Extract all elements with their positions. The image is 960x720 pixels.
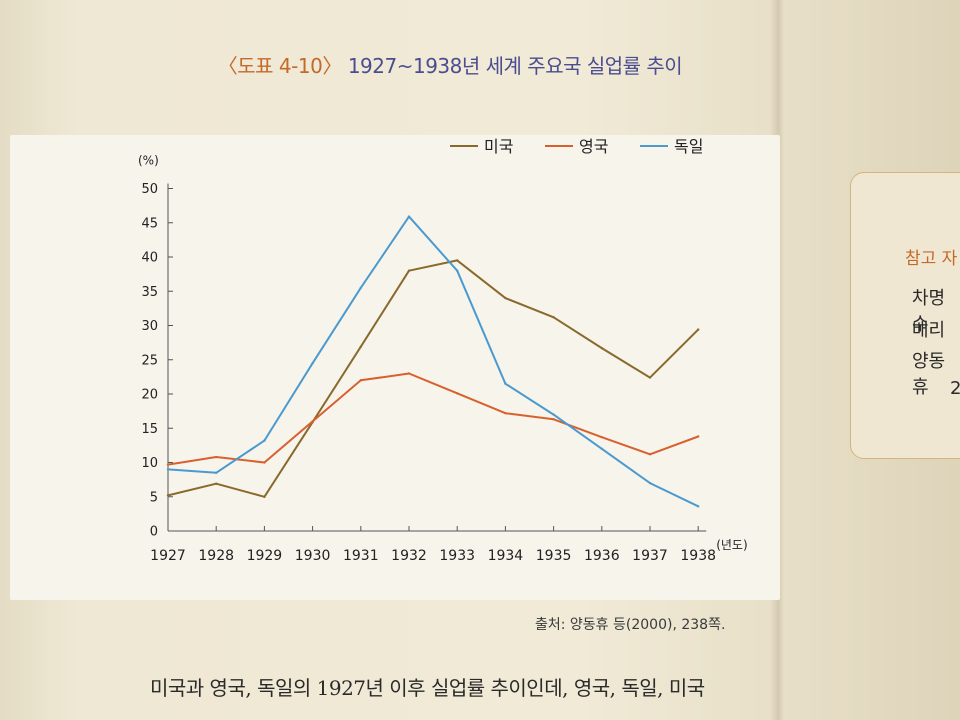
data-point <box>697 328 700 331</box>
data-point <box>166 468 170 471</box>
y-tick-label: 35 <box>141 285 158 300</box>
data-point <box>600 447 603 450</box>
y-tick-label: 5 <box>150 490 158 505</box>
y-tick-label: 20 <box>141 388 158 403</box>
x-tick-label: 1933 <box>439 548 475 564</box>
data-point <box>263 439 266 442</box>
data-point <box>456 259 459 262</box>
data-point <box>215 482 218 485</box>
y-tick-label: 15 <box>141 422 158 437</box>
x-tick-label: 1929 <box>247 548 283 564</box>
data-point <box>600 435 603 439</box>
data-point <box>552 413 555 416</box>
legend-label-0: 미국 <box>484 137 513 156</box>
series-line-0 <box>167 259 699 498</box>
y-tick-label: 45 <box>141 216 158 231</box>
x-tick-label: 1927 <box>150 548 186 564</box>
data-point <box>407 215 411 218</box>
series-line-1 <box>167 372 699 466</box>
legend-label-2: 독일 <box>674 137 703 156</box>
x-tick-label: 1928 <box>198 548 234 564</box>
data-point <box>359 379 362 382</box>
x-tick-label: 1937 <box>632 548 668 564</box>
x-tick-label: 1932 <box>391 548 427 564</box>
x-tick-label: 1938 <box>680 548 716 564</box>
chart-title: 〈도표 4-10〉 1927~1938년 세계 주요국 실업률 추이 <box>0 50 900 79</box>
data-point <box>697 435 700 438</box>
y-axis-unit-label: (%) <box>138 154 159 168</box>
y-tick-label: 30 <box>141 319 158 334</box>
data-point <box>697 505 700 508</box>
data-point <box>407 269 411 272</box>
data-point <box>166 494 170 497</box>
reference-line-4: 2 <box>950 378 960 399</box>
x-tick-label: 1931 <box>343 548 379 564</box>
data-point <box>263 495 266 498</box>
reference-line-3: 양동휴 <box>912 351 946 398</box>
chart-panel <box>10 135 780 600</box>
data-point <box>166 463 170 466</box>
x-tick-label: 1934 <box>488 548 524 564</box>
x-tick-label: 1930 <box>295 548 331 564</box>
figure-title-text: 1927~1938년 세계 주요국 실업률 추이 <box>347 54 683 78</box>
data-point <box>648 376 652 379</box>
body-paragraph: 미국과 영국, 독일의 1927년 이후 실업률 추이인데, 영국, 독일, 미… <box>150 676 705 700</box>
data-point <box>552 316 555 319</box>
x-tick-label: 1935 <box>536 548 572 564</box>
x-axis-unit-label: (년도) <box>716 538 747 552</box>
reference-box-title: 참고 자 <box>905 249 958 269</box>
data-point <box>311 361 314 365</box>
data-point <box>648 453 652 456</box>
series-line-2 <box>167 215 699 508</box>
source-note: 출처: 양동휴 등(2000), 238쪽. <box>535 617 726 633</box>
data-point <box>215 471 218 474</box>
x-tick-label: 1936 <box>584 548 620 564</box>
reference-line-2: 배리 <box>912 320 946 341</box>
data-point <box>359 345 362 348</box>
data-point <box>263 461 266 464</box>
data-point <box>600 346 603 350</box>
data-point <box>407 372 411 375</box>
y-tick-label: 0 <box>150 525 158 540</box>
reference-box <box>850 172 960 459</box>
data-point <box>504 411 507 415</box>
data-point <box>504 382 507 385</box>
legend-label-1: 영국 <box>579 137 608 156</box>
data-point <box>648 481 652 485</box>
data-point <box>215 455 218 459</box>
figure-number: 〈도표 4-10〉 <box>217 54 343 78</box>
y-tick-label: 50 <box>141 182 158 197</box>
data-point <box>456 392 459 395</box>
y-tick-label: 25 <box>141 353 158 368</box>
data-point <box>552 418 555 421</box>
data-point <box>359 286 362 290</box>
y-tick-label: 10 <box>141 456 158 471</box>
data-point <box>311 420 314 423</box>
y-tick-label: 40 <box>141 251 158 266</box>
reference-line-1: 차명수 <box>912 288 946 335</box>
data-point <box>504 296 507 300</box>
data-point <box>456 269 459 272</box>
